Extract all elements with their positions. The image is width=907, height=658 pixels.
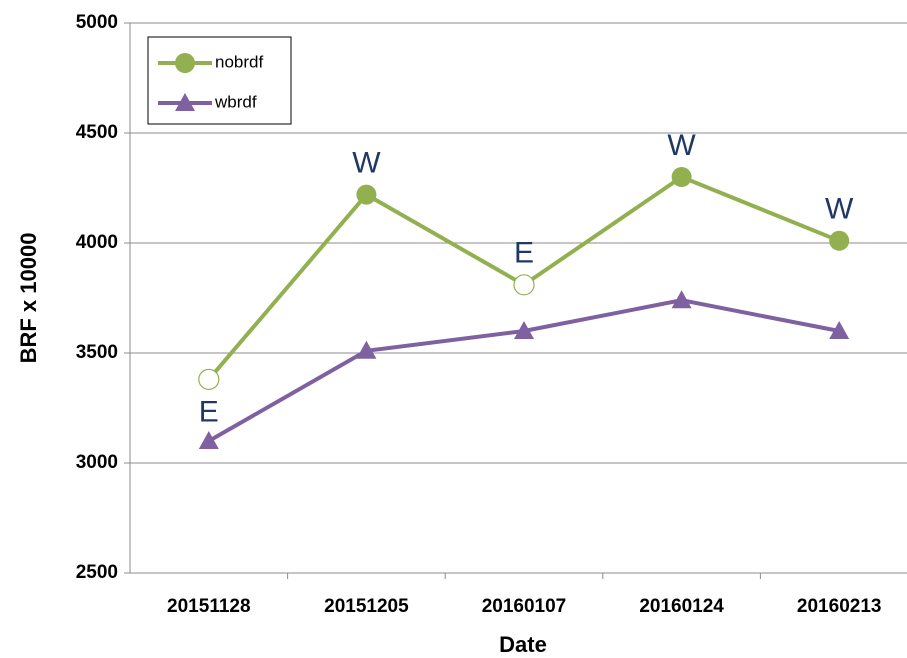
x-tick-label: 20160124 <box>639 596 724 617</box>
y-axis-title: BRF x 10000 <box>16 233 41 364</box>
data-point <box>198 368 220 390</box>
y-tick-label: 4500 <box>76 122 118 143</box>
y-tick-label: 5000 <box>76 12 118 33</box>
legend-label: nobrdf <box>215 52 263 71</box>
data-point <box>514 321 534 339</box>
data-point <box>829 230 850 251</box>
y-tick-label: 2500 <box>76 562 118 583</box>
data-point <box>829 321 850 339</box>
legend-marker <box>175 53 195 73</box>
x-tick-label: 20160213 <box>797 596 882 617</box>
annotation: E <box>199 395 219 428</box>
y-tick-label: 3000 <box>76 452 118 473</box>
legend-box <box>147 36 292 125</box>
legend-label: wbrdf <box>214 92 257 111</box>
data-point <box>198 431 219 449</box>
x-tick-label: 20151205 <box>324 596 409 617</box>
legend: nobrdf wbrdf <box>147 36 292 125</box>
y-tick-label: 3500 <box>76 342 118 363</box>
data-point <box>671 290 692 309</box>
x-axis-title: Date <box>499 632 547 657</box>
data-point <box>356 184 377 205</box>
x-tick-label: 20160107 <box>482 596 567 617</box>
legend-marker <box>175 93 195 111</box>
data-point <box>356 340 377 359</box>
data-point <box>671 167 692 187</box>
x-tick-label: 20151128 <box>167 596 251 617</box>
y-tick-label: 4000 <box>76 232 118 253</box>
data-point <box>513 274 535 296</box>
annotation: W <box>825 193 854 226</box>
annotation: W <box>667 129 696 162</box>
annotation: W <box>352 147 381 180</box>
annotation: E <box>514 237 534 270</box>
